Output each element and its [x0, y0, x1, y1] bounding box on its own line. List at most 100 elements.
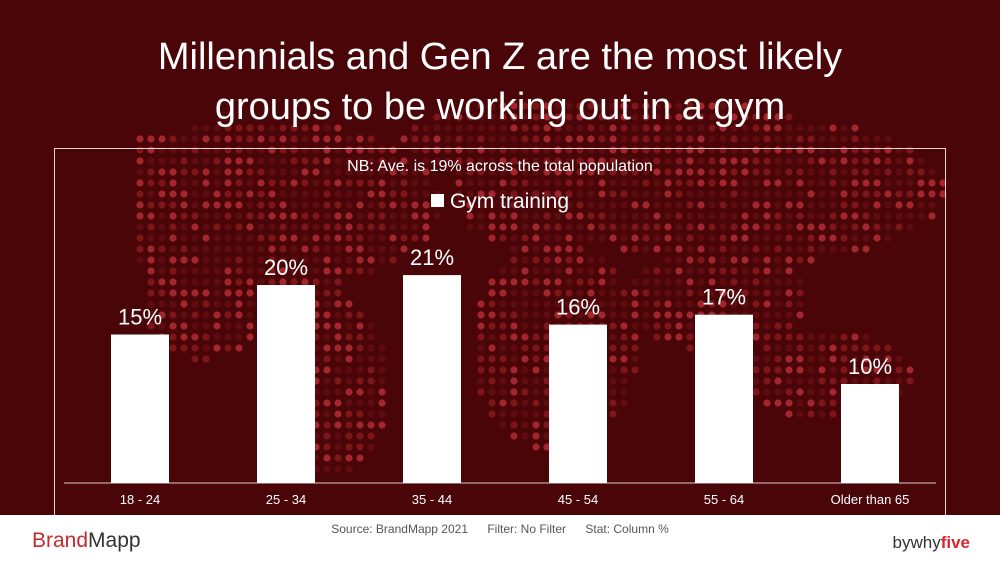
map-dot	[334, 234, 342, 242]
map-dot	[532, 399, 540, 407]
map-dot	[191, 179, 199, 187]
map-dot	[356, 388, 364, 396]
map-dot	[587, 135, 595, 143]
map-dot	[796, 366, 804, 374]
map-dot	[862, 179, 870, 187]
map-dot	[235, 234, 243, 242]
map-dot	[587, 311, 595, 319]
map-dot	[147, 311, 155, 319]
map-dot	[708, 278, 716, 286]
map-dot	[400, 135, 408, 143]
map-dot	[862, 212, 870, 220]
map-dot	[246, 256, 254, 264]
map-dot	[807, 234, 815, 242]
map-dot	[851, 245, 859, 253]
map-dot	[345, 366, 353, 374]
map-dot	[246, 212, 254, 220]
map-dot	[906, 179, 914, 187]
map-dot	[686, 256, 694, 264]
map-dot	[609, 377, 617, 385]
map-dot	[213, 289, 221, 297]
map-dot	[796, 388, 804, 396]
map-dot	[785, 256, 793, 264]
map-dot	[598, 124, 606, 132]
map-dot	[730, 300, 738, 308]
map-dot	[664, 256, 672, 264]
map-dot	[290, 212, 298, 220]
map-dot	[686, 300, 694, 308]
map-dot	[576, 201, 584, 209]
map-dot	[532, 311, 540, 319]
map-dot	[642, 135, 650, 143]
map-dot	[543, 333, 551, 341]
map-dot	[488, 410, 496, 418]
map-dot	[532, 212, 540, 220]
map-dot	[818, 355, 826, 363]
map-dot	[609, 399, 617, 407]
map-dot	[752, 278, 760, 286]
map-dot	[532, 113, 540, 121]
map-dot	[499, 113, 507, 121]
map-dot	[686, 190, 694, 198]
map-dot	[686, 322, 694, 330]
map-dot	[928, 201, 936, 209]
map-dot	[763, 256, 771, 264]
map-dot	[224, 322, 232, 330]
map-dot	[532, 410, 540, 418]
map-dot	[323, 267, 331, 275]
map-dot	[510, 157, 518, 165]
map-dot	[939, 179, 947, 187]
map-dot	[389, 223, 397, 231]
map-dot	[477, 388, 485, 396]
map-dot	[180, 344, 188, 352]
map-dot	[136, 157, 144, 165]
map-dot	[741, 212, 749, 220]
map-dot	[224, 267, 232, 275]
map-dot	[873, 135, 881, 143]
map-dot	[499, 355, 507, 363]
map-dot	[862, 168, 870, 176]
map-dot	[169, 223, 177, 231]
map-dot	[499, 311, 507, 319]
map-dot	[543, 113, 551, 121]
map-dot	[906, 190, 914, 198]
map-dot	[147, 256, 155, 264]
map-dot	[532, 432, 540, 440]
map-dot	[345, 223, 353, 231]
map-dot	[356, 212, 364, 220]
map-dot	[818, 135, 826, 143]
map-dot	[840, 168, 848, 176]
map-dot	[488, 344, 496, 352]
map-dot	[708, 168, 716, 176]
map-dot	[510, 399, 518, 407]
map-dot	[587, 113, 595, 121]
map-dot	[774, 190, 782, 198]
map-dot	[213, 267, 221, 275]
map-dot	[510, 278, 518, 286]
map-dot	[389, 245, 397, 253]
map-dot	[147, 234, 155, 242]
map-dot	[741, 256, 749, 264]
map-dot	[367, 333, 375, 341]
map-dot	[785, 190, 793, 198]
map-dot	[356, 256, 364, 264]
map-dot	[268, 190, 276, 198]
map-dot	[378, 190, 386, 198]
x-tick-label: Older than 65	[831, 492, 910, 507]
map-dot	[532, 234, 540, 242]
map-dot	[147, 168, 155, 176]
map-dot	[543, 311, 551, 319]
map-dot	[653, 289, 661, 297]
map-dot	[323, 201, 331, 209]
map-dot	[213, 212, 221, 220]
map-dot	[224, 135, 232, 143]
map-dot	[477, 212, 485, 220]
map-dot	[257, 223, 265, 231]
map-dot	[257, 245, 265, 253]
map-dot	[785, 388, 793, 396]
map-dot	[686, 212, 694, 220]
map-dot	[510, 135, 518, 143]
map-dot	[807, 256, 815, 264]
map-dot	[576, 135, 584, 143]
map-dot	[653, 157, 661, 165]
